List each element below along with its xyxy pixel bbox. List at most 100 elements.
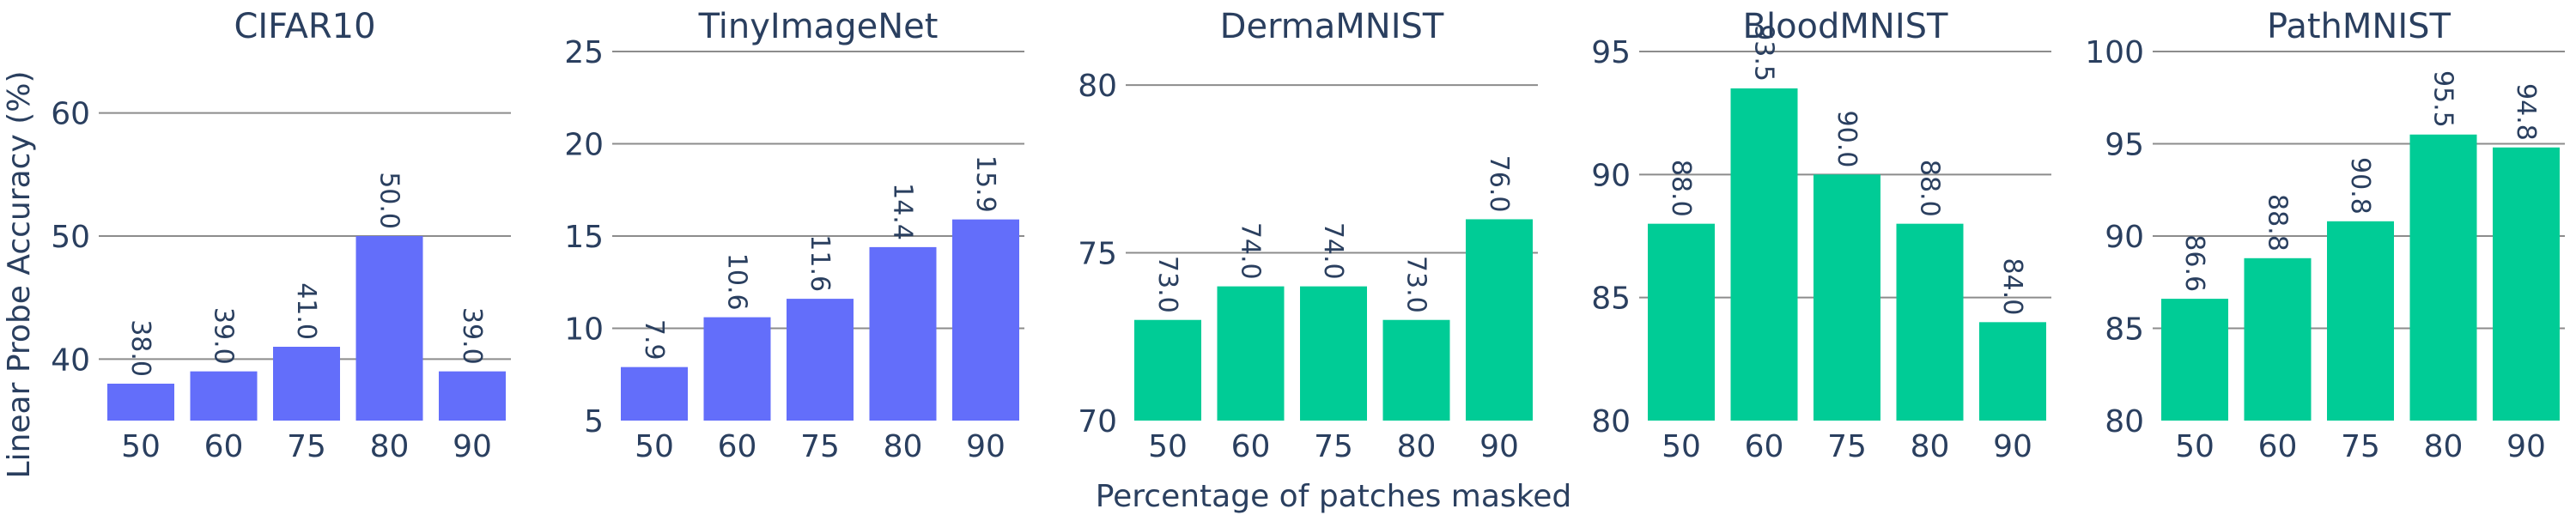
bar bbox=[1466, 219, 1533, 421]
y-tick-label: 80 bbox=[1078, 69, 1117, 104]
y-tick-label: 90 bbox=[2105, 220, 2144, 255]
chart-title: BloodMNIST bbox=[1743, 7, 1949, 46]
y-tick-label: 20 bbox=[564, 128, 604, 163]
data-label: 95.5 bbox=[2428, 70, 2458, 128]
bar bbox=[2493, 147, 2560, 421]
bar bbox=[2161, 299, 2228, 421]
chart-panel-cifar10: CIFAR10 40 50 60 50 38.0 60 39.0 75 41.0 80 50.0 90 3… bbox=[51, 7, 511, 464]
y-tick-label: 60 bbox=[51, 97, 90, 132]
bar bbox=[703, 317, 771, 421]
data-label: 11.6 bbox=[805, 234, 835, 292]
y-tick-label: 85 bbox=[1591, 282, 1631, 317]
x-tick-label: 80 bbox=[370, 429, 410, 464]
data-label: 39.0 bbox=[457, 307, 487, 365]
y-tick-label: 85 bbox=[2105, 312, 2144, 348]
y-tick-label: 40 bbox=[51, 342, 90, 378]
bar bbox=[787, 299, 854, 421]
bar bbox=[1134, 319, 1201, 421]
data-label: 15.9 bbox=[970, 155, 1000, 213]
data-label: 90.8 bbox=[2345, 157, 2375, 215]
x-tick-label: 60 bbox=[204, 429, 244, 464]
x-tick-label: 75 bbox=[1314, 429, 1353, 464]
bar bbox=[273, 347, 340, 421]
bar bbox=[1300, 286, 1367, 421]
x-tick-label: 80 bbox=[1397, 429, 1437, 464]
x-tick-label: 60 bbox=[1745, 429, 1784, 464]
x-tick-label: 80 bbox=[1911, 429, 1950, 464]
data-label: 94.8 bbox=[2511, 83, 2541, 141]
chart-panel-pathmnist: PathMNIST 80 85 90 95 100 50 86.6 60 88.8 75 90.8 80… bbox=[2085, 7, 2565, 464]
data-label: 88.0 bbox=[1666, 160, 1696, 217]
data-label: 41.0 bbox=[291, 282, 321, 340]
y-axis-title: Linear Probe Accuracy (%) bbox=[2, 71, 37, 479]
bar bbox=[2244, 258, 2312, 421]
y-tick-label: 15 bbox=[564, 220, 604, 255]
y-tick-label: 95 bbox=[2105, 128, 2144, 163]
bar bbox=[1896, 223, 1964, 421]
bar bbox=[869, 246, 937, 421]
x-tick-label: 75 bbox=[287, 429, 326, 464]
data-label: 10.6 bbox=[722, 253, 752, 311]
chart-title: PathMNIST bbox=[2267, 7, 2451, 46]
y-tick-label: 80 bbox=[2105, 404, 2144, 439]
x-tick-label: 75 bbox=[1827, 429, 1867, 464]
y-tick-label: 10 bbox=[564, 312, 604, 348]
data-label: 39.0 bbox=[209, 307, 239, 365]
data-label: 93.5 bbox=[1749, 24, 1779, 82]
chart-title: TinyImageNet bbox=[698, 7, 939, 46]
y-tick-label: 75 bbox=[1078, 237, 1117, 272]
data-label: 84.0 bbox=[1997, 258, 2027, 316]
data-label: 50.0 bbox=[374, 172, 404, 229]
x-tick-label: 90 bbox=[1993, 429, 2032, 464]
x-tick-label: 50 bbox=[635, 429, 674, 464]
bar bbox=[1814, 174, 1880, 421]
x-tick-label: 50 bbox=[121, 429, 161, 464]
bar bbox=[2409, 134, 2477, 421]
bar bbox=[952, 219, 1019, 421]
x-axis-title: Percentage of patches masked bbox=[1096, 479, 1572, 514]
x-tick-label: 90 bbox=[453, 429, 492, 464]
x-tick-label: 75 bbox=[800, 429, 840, 464]
chart-title: DermaMNIST bbox=[1220, 7, 1444, 46]
x-tick-label: 50 bbox=[1148, 429, 1188, 464]
x-tick-label: 90 bbox=[966, 429, 1005, 464]
bar bbox=[621, 367, 688, 421]
data-label: 76.0 bbox=[1484, 155, 1514, 213]
chart-panel-tinyimagenet: TinyImageNet 5 10 15 20 25 50 7.9 60 10.6 75 11.6 80… bbox=[564, 7, 1024, 464]
y-tick-label: 90 bbox=[1591, 158, 1631, 193]
bar bbox=[107, 384, 174, 421]
x-tick-label: 90 bbox=[1479, 429, 1519, 464]
y-tick-label: 80 bbox=[1591, 404, 1631, 439]
bar bbox=[1382, 319, 1450, 421]
bar bbox=[190, 371, 258, 421]
x-tick-label: 80 bbox=[2424, 429, 2464, 464]
chart-panel-bloodmnist: BloodMNIST 80 85 90 95 50 88.0 60 93.5 75 90.0 80 88… bbox=[1591, 7, 2051, 464]
x-tick-label: 60 bbox=[1231, 429, 1271, 464]
chart-title: CIFAR10 bbox=[234, 7, 375, 46]
bar bbox=[1979, 322, 2046, 421]
data-label: 86.6 bbox=[2179, 234, 2209, 292]
data-label: 73.0 bbox=[1401, 256, 1431, 313]
y-tick-label: 50 bbox=[51, 220, 90, 255]
y-tick-label: 100 bbox=[2085, 35, 2144, 70]
data-label: 88.0 bbox=[1915, 160, 1945, 217]
data-label: 74.0 bbox=[1236, 222, 1266, 280]
data-label: 14.4 bbox=[888, 183, 918, 240]
x-tick-label: 90 bbox=[2506, 429, 2546, 464]
x-tick-label: 60 bbox=[2258, 429, 2298, 464]
bar bbox=[1217, 286, 1285, 421]
bar bbox=[1730, 88, 1798, 421]
bar bbox=[355, 236, 423, 421]
x-tick-label: 75 bbox=[2341, 429, 2380, 464]
data-label: 88.8 bbox=[2263, 194, 2293, 251]
data-label: 74.0 bbox=[1318, 222, 1348, 280]
data-label: 90.0 bbox=[1832, 111, 1862, 168]
x-tick-label: 50 bbox=[1662, 429, 1701, 464]
chart-panel-dermamnist: DermaMNIST 70 75 80 50 73.0 60 74.0 75 74.0 80 73.0… bbox=[1078, 7, 1538, 464]
chart-panels: CIFAR10 40 50 60 50 38.0 60 39.0 75 41.0 80 50.0 90 3… bbox=[51, 7, 2565, 464]
x-tick-label: 60 bbox=[718, 429, 757, 464]
y-tick-label: 95 bbox=[1591, 35, 1631, 70]
bar bbox=[1648, 223, 1715, 421]
y-tick-label: 70 bbox=[1078, 404, 1117, 439]
